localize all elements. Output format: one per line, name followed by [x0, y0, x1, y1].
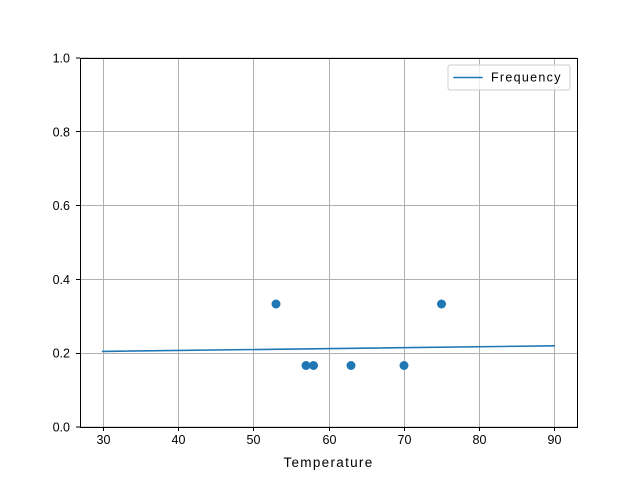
svg-text:0.4: 0.4: [53, 273, 70, 287]
svg-text:70: 70: [398, 433, 412, 447]
svg-text:Frequency: Frequency: [491, 71, 562, 85]
svg-text:40: 40: [172, 433, 186, 447]
svg-text:90: 90: [548, 433, 562, 447]
svg-text:30: 30: [97, 433, 111, 447]
svg-text:1.0: 1.0: [53, 52, 70, 66]
svg-text:Temperature: Temperature: [283, 455, 373, 470]
svg-text:80: 80: [473, 433, 487, 447]
svg-text:0.0: 0.0: [53, 421, 70, 435]
svg-text:0.6: 0.6: [53, 199, 70, 213]
svg-text:60: 60: [323, 433, 337, 447]
svg-text:50: 50: [247, 433, 261, 447]
svg-text:0.8: 0.8: [53, 125, 70, 139]
svg-text:0.2: 0.2: [53, 347, 70, 361]
